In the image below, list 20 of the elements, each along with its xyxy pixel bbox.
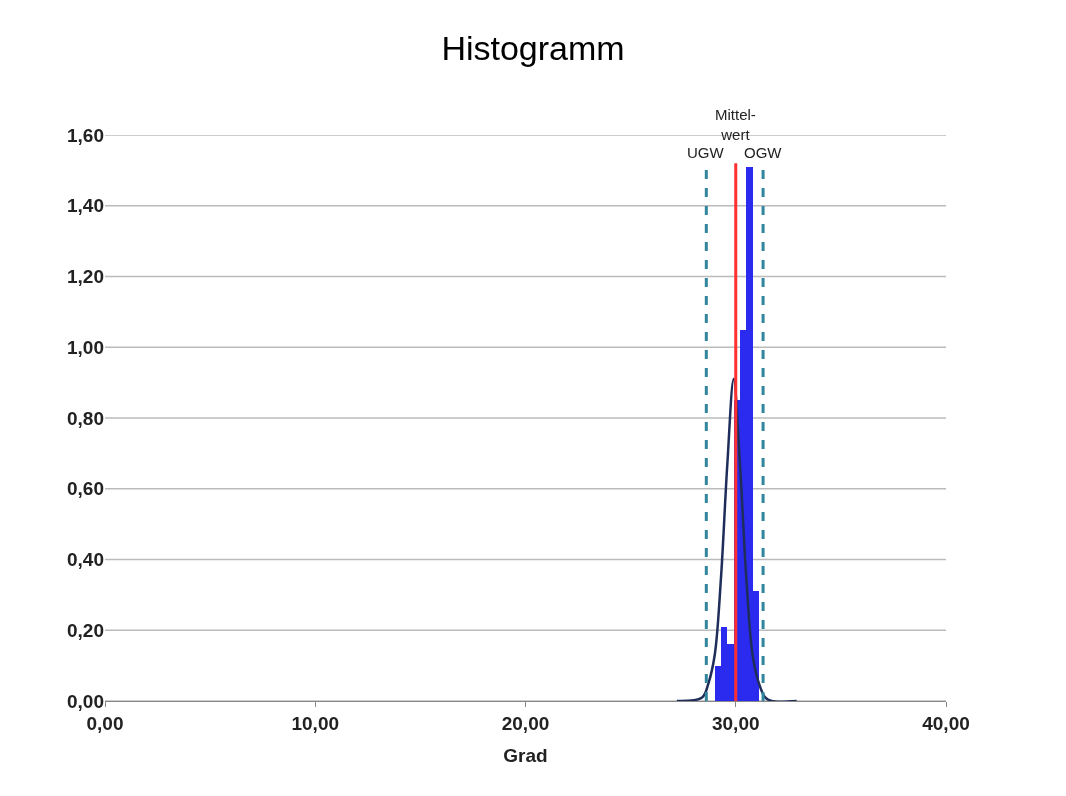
y-tick-label: 1,40: [67, 195, 104, 217]
line-series: [675, 377, 798, 701]
ref-line-label: Mittel- wert: [715, 106, 756, 143]
y-tick-label: 1,00: [67, 336, 104, 358]
x-tick-label: 30,00: [711, 712, 760, 734]
y-tick-label: 0,60: [67, 478, 104, 500]
y-tick-label: 1,60: [67, 124, 104, 146]
y-tick-label: 0,80: [67, 407, 104, 429]
ref-line-label: UGW: [687, 144, 725, 161]
ref-line-label: OGW: [744, 144, 783, 161]
y-tick-label: 0,40: [67, 549, 104, 571]
x-axis-title: Grad: [503, 744, 548, 766]
x-tick-label: 20,00: [501, 712, 550, 734]
y-tick-label: 1,20: [67, 266, 104, 288]
chart-title: Histogramm: [441, 28, 625, 67]
x-tick-label: 0,00: [86, 712, 124, 734]
y-tick-label: 0,20: [67, 619, 104, 641]
x-tick-label: 10,00: [291, 712, 340, 734]
y-tick-label: 0,00: [67, 690, 104, 712]
x-tick-label: 40,00: [922, 712, 970, 734]
